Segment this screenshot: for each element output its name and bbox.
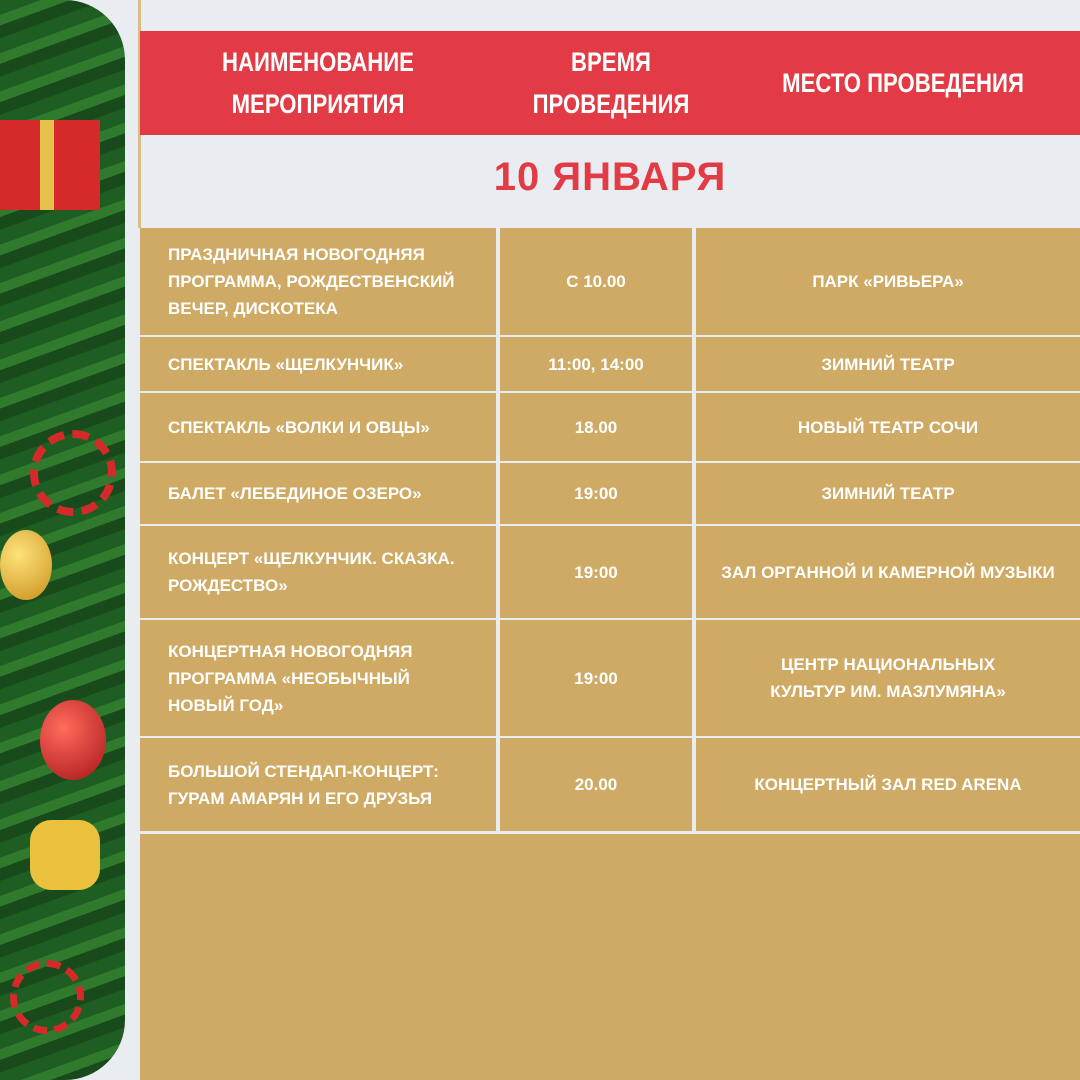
event-place: ПАРК «РИВЬЕРА» [696, 228, 1080, 335]
event-place: ЗАЛ ОРГАННОЙ И КАМЕРНОЙ МУЗЫКИ [696, 526, 1080, 618]
red-ornament-icon [40, 700, 106, 780]
event-place: ЗИМНИЙ ТЕАТР [696, 463, 1080, 524]
event-place: ЦЕНТР НАЦИОНАЛЬНЫХ КУЛЬТУР ИМ. МАЗЛУМЯНА… [696, 620, 1080, 736]
event-time: С 10.00 [500, 228, 692, 335]
table-row: БАЛЕТ «ЛЕБЕДИНОЕ ОЗЕРО» 19:00 ЗИМНИЙ ТЕА… [140, 463, 1080, 524]
event-name: БАЛЕТ «ЛЕБЕДИНОЕ ОЗЕРО» [140, 463, 496, 524]
event-time: 19:00 [500, 620, 692, 736]
table-row: СПЕКТАКЛЬ «ЩЕЛКУНЧИК» 11:00, 14:00 ЗИМНИ… [140, 337, 1080, 391]
candy-cane-icon [10, 960, 84, 1034]
christmas-garland-decoration [0, 0, 140, 1080]
empty-table-area [140, 834, 1080, 1080]
header-event: НАИМЕНОВАНИЕ МЕРОПРИЯТИЯ [222, 47, 414, 119]
gold-bow-icon [30, 820, 100, 890]
header-place: МЕСТО ПРОВЕДЕНИЯ [782, 68, 1024, 98]
event-name: БОЛЬШОЙ СТЕНДАП-КОНЦЕРТ: ГУРАМ АМАРЯН И … [140, 738, 496, 831]
gold-divider [138, 0, 141, 228]
gold-ornament-icon [0, 530, 52, 600]
table-header: НАИМЕНОВАНИЕ МЕРОПРИЯТИЯ ВРЕМЯ ПРОВЕДЕНИ… [140, 31, 1080, 135]
event-name: КОНЦЕРТ «ЩЕЛКУНЧИК. СКАЗКА. РОЖДЕСТВО» [140, 526, 496, 618]
event-name: КОНЦЕРТНАЯ НОВОГОДНЯЯ ПРОГРАММА «НЕОБЫЧН… [140, 620, 496, 736]
event-name: СПЕКТАКЛЬ «ВОЛКИ И ОВЦЫ» [140, 393, 496, 461]
table-row: ПРАЗДНИЧНАЯ НОВОГОДНЯЯ ПРОГРАММА, РОЖДЕС… [140, 228, 1080, 335]
event-time: 19:00 [500, 526, 692, 618]
event-time: 20.00 [500, 738, 692, 831]
candy-cane-icon [30, 430, 116, 516]
table-row: КОНЦЕРТНАЯ НОВОГОДНЯЯ ПРОГРАММА «НЕОБЫЧН… [140, 620, 1080, 736]
event-time: 19:00 [500, 463, 692, 524]
header-time: ВРЕМЯ ПРОВЕДЕНИЯ [532, 47, 690, 119]
table-row: СПЕКТАКЛЬ «ВОЛКИ И ОВЦЫ» 18.00 НОВЫЙ ТЕА… [140, 393, 1080, 461]
table-row: КОНЦЕРТ «ЩЕЛКУНЧИК. СКАЗКА. РОЖДЕСТВО» 1… [140, 526, 1080, 618]
gift-box-icon [0, 120, 100, 210]
event-place: ЗИМНИЙ ТЕАТР [696, 337, 1080, 391]
event-place: НОВЫЙ ТЕАТР СОЧИ [696, 393, 1080, 461]
table-row: БОЛЬШОЙ СТЕНДАП-КОНЦЕРТ: ГУРАМ АМАРЯН И … [140, 738, 1080, 831]
event-name: СПЕКТАКЛЬ «ЩЕЛКУНЧИК» [140, 337, 496, 391]
event-name: ПРАЗДНИЧНАЯ НОВОГОДНЯЯ ПРОГРАММА, РОЖДЕС… [140, 228, 496, 335]
event-place: КОНЦЕРТНЫЙ ЗАЛ RED ARENA [696, 738, 1080, 831]
event-time: 18.00 [500, 393, 692, 461]
event-time: 11:00, 14:00 [500, 337, 692, 391]
events-table: ПРАЗДНИЧНАЯ НОВОГОДНЯЯ ПРОГРАММА, РОЖДЕС… [140, 228, 1080, 833]
date-heading: 10 ЯНВАРЯ [493, 155, 727, 199]
